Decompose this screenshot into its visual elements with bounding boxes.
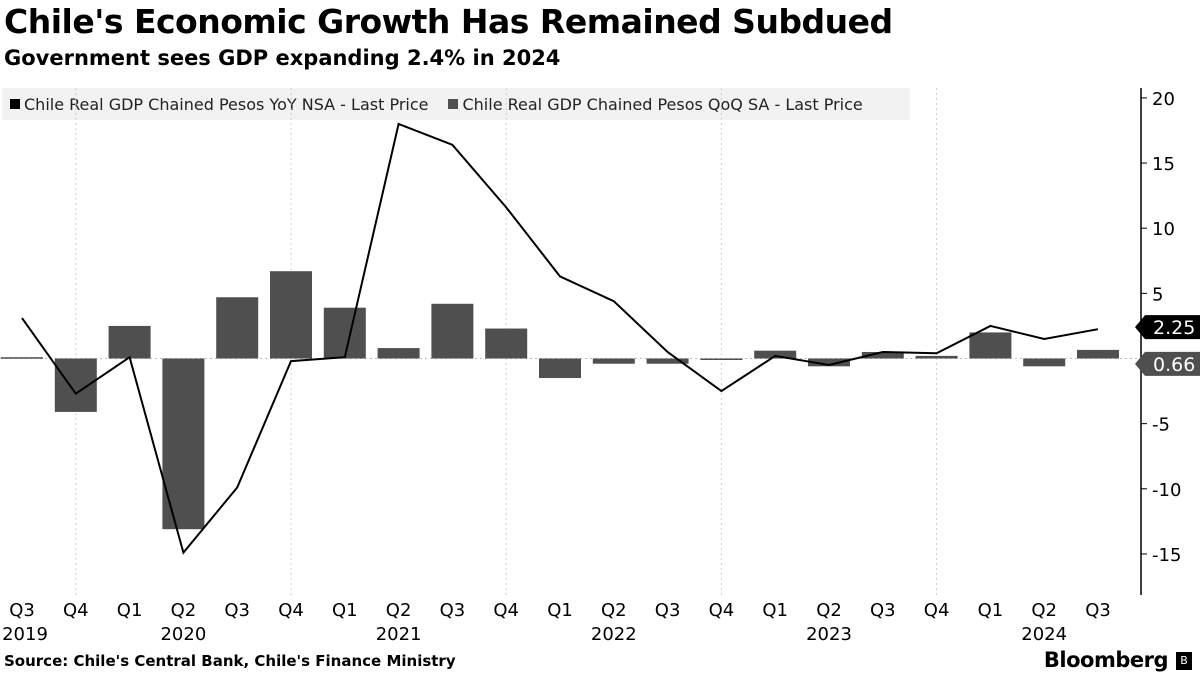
legend: Chile Real GDP Chained Pesos YoY NSA - L…: [2, 88, 910, 120]
bar-qoq: [1023, 358, 1066, 367]
legend-swatch: [448, 99, 459, 109]
y-tick-label: 15: [1152, 154, 1175, 175]
bar-qoq: [592, 358, 635, 364]
legend-item-yoy: Chile Real GDP Chained Pesos YoY NSA - L…: [10, 95, 428, 114]
bar-qoq: [162, 358, 205, 530]
x-tick-label: Q4: [278, 600, 304, 621]
last-value-label: 0.66: [1153, 354, 1195, 376]
bloomberg-terminal-icon: B: [1176, 652, 1192, 670]
bloomberg-logo: Bloomberg: [1043, 648, 1169, 672]
bar-qoq: [323, 307, 366, 359]
y-tick-label: 5: [1152, 284, 1163, 305]
x-tick-label: Q1: [978, 600, 1004, 621]
x-tick-label: Q3: [224, 600, 250, 621]
x-tick-label: Q1: [547, 600, 573, 621]
y-tick-label: -15: [1152, 545, 1181, 566]
bar-qoq: [915, 355, 958, 359]
bar-qoq: [646, 358, 689, 364]
x-tick-label: Q3: [1085, 600, 1111, 621]
bar-qoq: [1, 357, 43, 359]
x-tick-label: Q1: [117, 600, 143, 621]
bar-qoq: [485, 328, 528, 359]
bar-qoq: [754, 350, 797, 359]
bar-qoq: [54, 358, 97, 412]
source-note: Source: Chile's Central Bank, Chile's Fi…: [4, 652, 456, 670]
bar-qoq: [216, 297, 259, 359]
line-yoy: [21, 122, 1099, 555]
x-tick-label: Q1: [762, 600, 788, 621]
x-tick-label: Q2: [1031, 600, 1057, 621]
x-tick-label: Q2: [601, 600, 627, 621]
legend-swatch: [10, 99, 20, 109]
last-value-badge: [1135, 351, 1200, 376]
last-value-badge: [1135, 315, 1200, 340]
x-tick-label: Q4: [493, 600, 519, 621]
x-tick-label: Q4: [63, 600, 89, 621]
bar-qoq: [808, 358, 850, 367]
x-year-label: 2022: [591, 624, 637, 645]
legend-item-qoq: Chile Real GDP Chained Pesos QoQ SA - La…: [448, 94, 863, 114]
bar-qoq: [431, 303, 474, 359]
bar-qoq: [1077, 349, 1119, 359]
bar-qoq: [861, 351, 904, 359]
x-tick-label: Q4: [924, 600, 950, 621]
x-year-label: 2024: [1021, 624, 1067, 645]
x-tick-label: Q2: [816, 600, 842, 621]
y-tick-label: -10: [1152, 480, 1181, 501]
legend-label: Chile Real GDP Chained Pesos QoQ SA - La…: [462, 94, 863, 114]
x-tick-label: Q3: [655, 600, 681, 621]
bar-qoq: [377, 348, 420, 359]
x-tick-label: Q4: [709, 600, 735, 621]
x-tick-label: Q1: [332, 600, 358, 621]
x-tick-label: Q2: [386, 600, 412, 621]
legend-label: Chile Real GDP Chained Pesos YoY NSA - L…: [24, 94, 429, 114]
bar-qoq: [700, 358, 743, 360]
chart-subtitle: Government sees GDP expanding 2.4% in 20…: [4, 46, 561, 70]
x-year-label: 2019: [2, 624, 48, 645]
chart-title: Chile's Economic Growth Has Remained Sub…: [4, 2, 893, 41]
x-year-label: 2021: [376, 624, 422, 645]
y-tick-label: 20: [1152, 89, 1175, 110]
y-tick-label: -5: [1152, 415, 1170, 436]
x-tick-label: Q3: [9, 600, 35, 621]
x-tick-label: Q2: [171, 600, 197, 621]
bar-qoq: [969, 332, 1012, 359]
y-tick-label: 10: [1152, 219, 1175, 240]
x-tick-label: Q3: [870, 600, 896, 621]
x-year-label: 2020: [160, 624, 206, 645]
bar-qoq: [539, 358, 581, 379]
bar-qoq: [108, 325, 151, 359]
bar-qoq: [270, 271, 312, 359]
x-year-label: 2023: [806, 624, 852, 645]
x-tick-label: Q3: [440, 600, 466, 621]
last-value-label: 2.25: [1153, 317, 1195, 339]
